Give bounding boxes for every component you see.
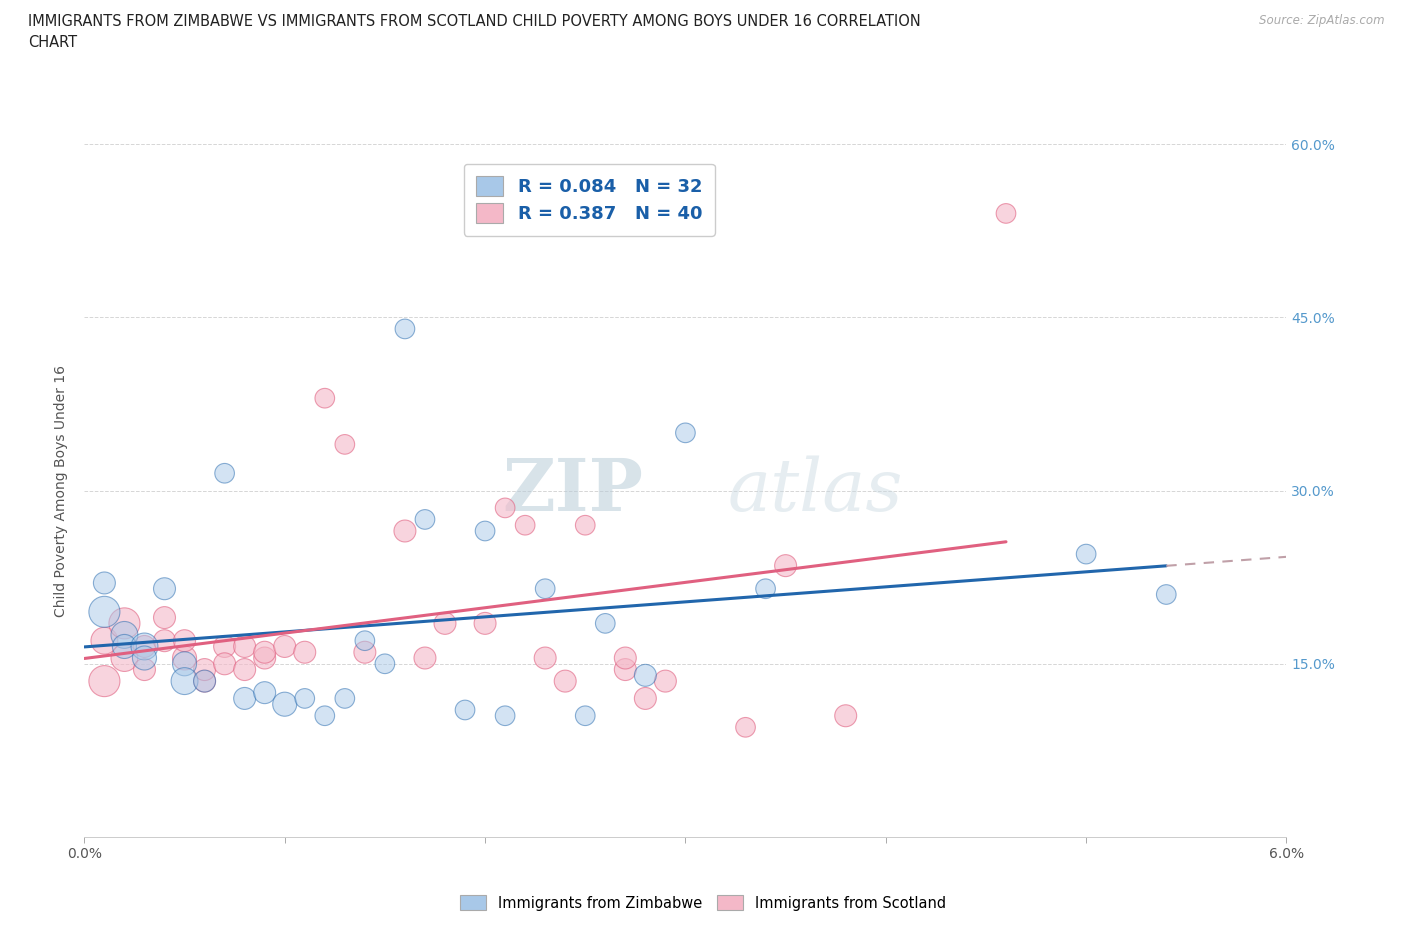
Point xyxy=(413,512,436,527)
Point xyxy=(595,616,617,631)
Point xyxy=(214,639,236,654)
Point xyxy=(173,673,195,688)
Point xyxy=(534,651,557,666)
Point xyxy=(333,437,356,452)
Point xyxy=(274,697,297,711)
Point xyxy=(835,709,858,724)
Point xyxy=(574,709,596,724)
Point xyxy=(233,639,256,654)
Point xyxy=(494,709,516,724)
Legend: Immigrants from Zimbabwe, Immigrants from Scotland: Immigrants from Zimbabwe, Immigrants fro… xyxy=(453,888,953,918)
Point xyxy=(153,633,176,648)
Point xyxy=(253,651,276,666)
Point xyxy=(114,651,135,666)
Text: ZIP: ZIP xyxy=(502,455,644,526)
Point xyxy=(474,616,496,631)
Point xyxy=(394,524,416,538)
Point xyxy=(214,466,236,481)
Point xyxy=(194,673,217,688)
Point xyxy=(93,576,115,591)
Point xyxy=(194,673,217,688)
Point xyxy=(374,657,396,671)
Point xyxy=(675,425,697,440)
Point xyxy=(534,581,557,596)
Point xyxy=(333,691,356,706)
Point xyxy=(114,639,135,654)
Point xyxy=(93,633,115,648)
Point xyxy=(775,558,797,573)
Point xyxy=(93,604,115,619)
Y-axis label: Child Poverty Among Boys Under 16: Child Poverty Among Boys Under 16 xyxy=(55,365,69,617)
Point xyxy=(1156,587,1178,602)
Point xyxy=(214,657,236,671)
Point xyxy=(354,644,377,659)
Point xyxy=(634,668,657,683)
Text: atlas: atlas xyxy=(727,456,903,525)
Point xyxy=(494,500,516,515)
Point xyxy=(634,691,657,706)
Point xyxy=(394,322,416,337)
Point xyxy=(554,673,576,688)
Point xyxy=(474,524,496,538)
Point xyxy=(755,581,778,596)
Point xyxy=(173,651,195,666)
Point xyxy=(173,657,195,671)
Point xyxy=(253,644,276,659)
Point xyxy=(413,651,436,666)
Point xyxy=(515,518,537,533)
Point xyxy=(454,702,477,717)
Point xyxy=(253,685,276,700)
Text: IMMIGRANTS FROM ZIMBABWE VS IMMIGRANTS FROM SCOTLAND CHILD POVERTY AMONG BOYS UN: IMMIGRANTS FROM ZIMBABWE VS IMMIGRANTS F… xyxy=(28,14,921,50)
Point xyxy=(734,720,756,735)
Point xyxy=(233,662,256,677)
Point xyxy=(114,628,135,643)
Point xyxy=(294,644,316,659)
Point xyxy=(233,691,256,706)
Point xyxy=(574,518,596,533)
Point xyxy=(995,206,1018,221)
Point xyxy=(314,391,336,405)
Point xyxy=(134,639,156,654)
Point xyxy=(173,633,195,648)
Point xyxy=(354,633,377,648)
Point xyxy=(654,673,676,688)
Point xyxy=(153,610,176,625)
Point xyxy=(614,651,637,666)
Point xyxy=(134,662,156,677)
Point xyxy=(274,639,297,654)
Point xyxy=(134,639,156,654)
Point xyxy=(1076,547,1098,562)
Point xyxy=(194,662,217,677)
Point xyxy=(93,673,115,688)
Point xyxy=(314,709,336,724)
Point xyxy=(614,662,637,677)
Legend: R = 0.084   N = 32, R = 0.387   N = 40: R = 0.084 N = 32, R = 0.387 N = 40 xyxy=(464,164,714,236)
Point xyxy=(294,691,316,706)
Point xyxy=(114,616,135,631)
Text: Source: ZipAtlas.com: Source: ZipAtlas.com xyxy=(1260,14,1385,27)
Point xyxy=(134,651,156,666)
Point xyxy=(153,581,176,596)
Point xyxy=(434,616,457,631)
